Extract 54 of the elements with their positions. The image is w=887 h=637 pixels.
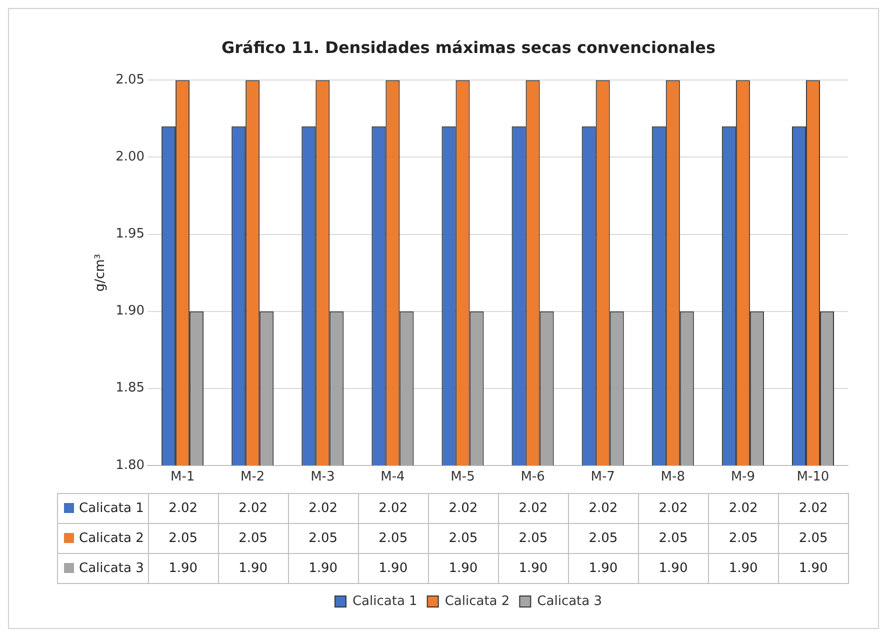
data-label: 2.02	[148, 494, 218, 524]
data-label: 2.02	[638, 494, 708, 524]
text: Calicata 2	[79, 531, 144, 546]
y-tick-label: 1.95	[116, 226, 145, 242]
data-label: 2.02	[288, 494, 358, 524]
y-tick-label: 1.85	[116, 380, 145, 396]
x-tick-label: M-9	[730, 470, 756, 485]
x-tick-label: M-5	[450, 470, 475, 485]
data-label: 2.02	[218, 494, 288, 524]
x-tick-label: M-2	[240, 470, 265, 485]
legend-label: Calicata 1	[352, 594, 418, 609]
data-label: 1.90	[358, 554, 428, 584]
y-axis-title: g/cm³	[93, 254, 108, 292]
data-label: 2.05	[358, 524, 428, 554]
data-label: 1.90	[498, 554, 568, 584]
chart-title: Gráfico 11. Densidades máximas secas convencionales	[222, 38, 716, 57]
y-tick-label: 2.00	[116, 150, 145, 165]
y-tick-label: 1.80	[116, 458, 145, 473]
data-label: 2.05	[218, 524, 288, 554]
data-label: 2.05	[288, 524, 358, 554]
data-label: 1.90	[778, 554, 848, 584]
data-label: 1.90	[288, 554, 358, 584]
data-label: 1.90	[708, 554, 778, 584]
x-tick-label: M-3	[310, 470, 335, 485]
x-tick-label: M-4	[380, 470, 405, 485]
data-label: 1.90	[148, 554, 218, 584]
x-tick-label: M-6	[520, 470, 545, 485]
data-label: 2.02	[498, 494, 568, 524]
data-label: 2.05	[638, 524, 708, 554]
data-label: 2.05	[778, 524, 848, 554]
data-label: 2.05	[428, 524, 498, 554]
y-tick-label: 2.05	[116, 72, 145, 88]
text: Calicata 3	[79, 561, 144, 576]
data-label: 2.02	[428, 494, 498, 524]
data-label: 1.90	[638, 554, 708, 584]
data-label: 2.02	[358, 494, 428, 524]
x-tick-label: M-10	[796, 470, 830, 485]
data-label: 2.05	[148, 524, 218, 554]
y-tick-label: 1.90	[116, 304, 145, 319]
data-label: 2.05	[498, 524, 568, 554]
data-label: 2.05	[708, 524, 778, 554]
x-tick-label: M-7	[590, 470, 615, 485]
data-label: 2.02	[708, 494, 778, 524]
data-label: 2.02	[778, 494, 848, 524]
data-label: 2.02	[568, 494, 638, 524]
text: Calicata 1	[79, 501, 144, 516]
legend-label: Calicata 2	[444, 594, 510, 609]
data-label: 1.90	[428, 554, 498, 584]
legend-label: Calicata 3	[537, 594, 602, 609]
data-label: 1.90	[568, 554, 638, 584]
data-label: 2.05	[568, 524, 638, 554]
data-label: 1.90	[218, 554, 288, 584]
x-tick-label: M-1	[170, 470, 195, 485]
x-tick-label: M-8	[660, 470, 685, 485]
